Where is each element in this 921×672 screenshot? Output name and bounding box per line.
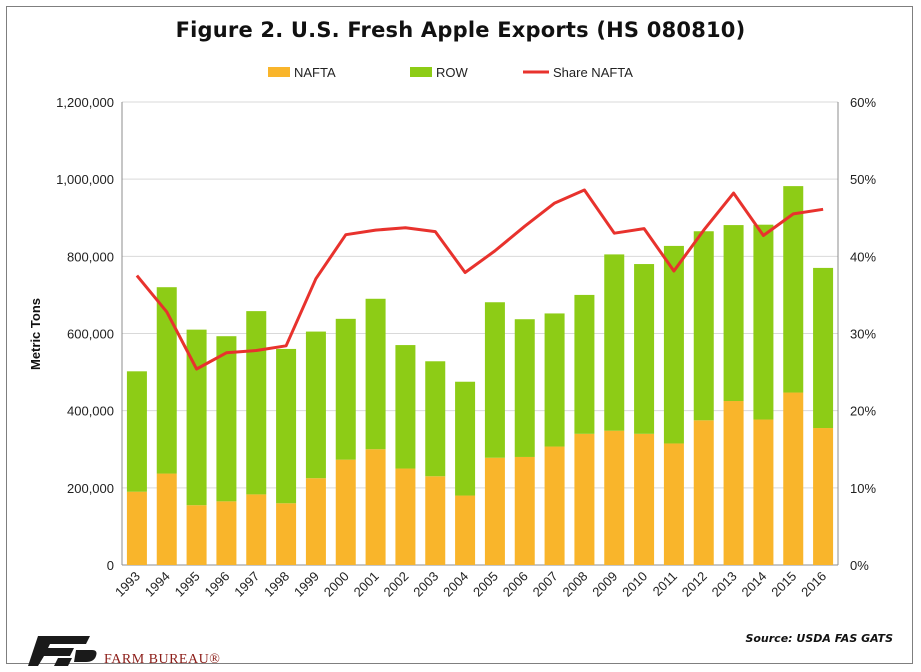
bar-nafta	[663, 443, 684, 565]
bar-nafta	[813, 428, 834, 565]
bar-nafta	[186, 505, 207, 565]
y2-tick-label: 50%	[850, 172, 876, 187]
y2-tick-label: 30%	[850, 327, 876, 342]
bar-nafta	[753, 419, 774, 565]
x-tick-label: 1994	[142, 569, 173, 600]
bar-row	[753, 224, 774, 420]
bar-row	[693, 231, 714, 421]
bar-row	[186, 329, 207, 506]
x-tick-label: 2006	[500, 569, 531, 600]
bar-nafta	[604, 430, 625, 565]
bar-row	[604, 254, 625, 431]
legend-row-swatch	[410, 67, 432, 77]
x-tick-label: 1993	[112, 569, 143, 600]
x-tick-label: 1995	[172, 569, 203, 600]
bar-nafta	[156, 473, 177, 565]
bar-row	[335, 318, 356, 460]
y-tick-label: 400,000	[67, 404, 114, 419]
bar-nafta	[783, 392, 804, 565]
y2-tick-label: 60%	[850, 95, 876, 110]
bar-nafta	[693, 420, 714, 565]
x-tick-label: 1996	[201, 569, 232, 600]
x-tick-label: 2009	[589, 569, 620, 600]
bar-nafta	[634, 433, 655, 565]
bar-row	[126, 371, 147, 492]
y-tick-label: 600,000	[67, 327, 114, 342]
bar-row	[276, 348, 297, 504]
y2-tick-label: 10%	[850, 481, 876, 496]
farm-bureau-logo-icon	[28, 636, 97, 666]
bar-row	[395, 345, 416, 469]
legend-share-nafta-label: Share NAFTA	[553, 65, 633, 80]
farm-bureau-logo-text: FARM BUREAU®	[104, 652, 221, 667]
chart-title: Figure 2. U.S. Fresh Apple Exports (HS 0…	[175, 18, 746, 42]
x-tick-label: 2000	[321, 569, 352, 600]
bar-row	[574, 294, 595, 434]
bar-nafta	[574, 433, 595, 565]
x-tick-label: 2008	[559, 569, 590, 600]
bar-row	[634, 264, 655, 434]
y-tick-label: 200,000	[67, 481, 114, 496]
x-tick-label: 2003	[410, 569, 441, 600]
bar-nafta	[246, 494, 267, 565]
bar-nafta	[723, 401, 744, 565]
x-tick-label: 2013	[709, 569, 740, 600]
legend-nafta-swatch	[268, 67, 290, 77]
bar-nafta	[455, 495, 476, 565]
x-tick-label: 2015	[768, 569, 799, 600]
bar-row	[455, 381, 476, 496]
bar-nafta	[305, 478, 326, 565]
x-tick-label: 2014	[738, 569, 769, 600]
x-tick-label: 2016	[798, 569, 829, 600]
bar-nafta	[365, 449, 386, 565]
x-tick-label: 2002	[380, 569, 411, 600]
x-tick-label: 1998	[261, 569, 292, 600]
bar-row	[246, 311, 267, 495]
x-tick-label: 2011	[650, 569, 680, 599]
x-tick-label: 2012	[679, 569, 710, 600]
y2-tick-label: 40%	[850, 249, 876, 264]
bar-nafta	[484, 457, 505, 565]
x-tick-label: 1997	[231, 569, 262, 600]
bar-nafta	[276, 503, 297, 565]
y2-tick-label: 0%	[850, 558, 869, 573]
bar-row	[783, 186, 804, 393]
y-tick-label: 800,000	[67, 249, 114, 264]
bar-row	[305, 331, 326, 479]
source-note: Source: USDA FAS GATS	[745, 632, 893, 645]
bar-row	[544, 313, 565, 447]
y-tick-label: 1,200,000	[56, 95, 114, 110]
bar-row	[156, 287, 177, 474]
x-tick-label: 2001	[351, 569, 382, 600]
bar-row	[216, 336, 237, 502]
line-share-nafta	[135, 188, 824, 371]
bar-nafta	[126, 491, 147, 565]
bar-row	[425, 361, 446, 477]
bar-row	[813, 267, 834, 429]
x-tick-label: 2005	[470, 569, 501, 600]
y-axis-title: Metric Tons	[28, 298, 43, 370]
x-tick-label: 2007	[530, 569, 561, 600]
bar-nafta	[395, 468, 416, 565]
x-tick-label: 1999	[291, 569, 322, 600]
bar-row	[484, 302, 505, 458]
bar-nafta	[335, 459, 356, 565]
legend-row-label: ROW	[436, 65, 469, 80]
legend-nafta-label: NAFTA	[294, 65, 336, 80]
bar-row	[514, 319, 535, 457]
bar-nafta	[514, 456, 535, 565]
bar-nafta	[544, 446, 565, 565]
bar-nafta	[216, 501, 237, 565]
y-tick-label: 1,000,000	[56, 172, 114, 187]
bar-nafta	[425, 476, 446, 565]
y2-tick-label: 20%	[850, 404, 876, 419]
bar-row	[663, 245, 684, 444]
bar-row	[365, 298, 386, 450]
bar-row	[723, 225, 744, 402]
x-tick-label: 2010	[619, 569, 650, 600]
y-tick-label: 0	[107, 558, 114, 573]
x-tick-label: 2004	[440, 569, 471, 600]
